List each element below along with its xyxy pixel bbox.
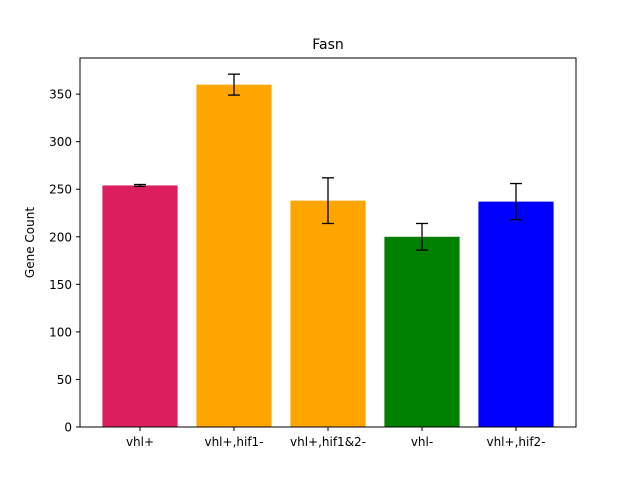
y-tick-label: 0 <box>64 421 72 435</box>
bar-2 <box>290 200 366 427</box>
bar-4 <box>478 201 554 427</box>
y-tick-label: 100 <box>49 325 72 339</box>
chart-title: Fasn <box>312 37 344 53</box>
x-tick-label: vhl+,hif2- <box>486 435 545 449</box>
y-tick-label: 300 <box>49 135 72 149</box>
x-tick-label: vhl+,hif1- <box>204 435 263 449</box>
bar-3 <box>384 236 460 427</box>
bar-1 <box>196 84 272 427</box>
y-tick-label: 150 <box>49 278 72 292</box>
bar-0 <box>102 185 178 427</box>
x-axis: vhl+ vhl+,hif1- vhl+,hif1&2- vhl-vhl+,hif2- <box>126 427 546 449</box>
x-tick-label: vhl+,hif1&2- <box>290 435 366 449</box>
error-bar-2 <box>322 177 334 225</box>
y-tick-label: 250 <box>49 183 72 197</box>
y-axis: 0 50 100 150 200 250 300 350 <box>49 88 80 435</box>
x-tick-label: vhl- <box>411 435 433 449</box>
error-bar-4 <box>510 182 522 221</box>
plot-area <box>102 73 554 427</box>
error-bar-0 <box>134 183 146 188</box>
error-bar-3 <box>416 222 428 251</box>
error-bar-1 <box>228 73 240 96</box>
x-tick-label: vhl+ <box>126 435 154 449</box>
y-tick-label: 350 <box>49 88 72 102</box>
y-tick-label: 200 <box>49 230 72 244</box>
y-axis-label: Gene Count <box>23 207 37 278</box>
y-tick-label: 50 <box>57 373 72 387</box>
